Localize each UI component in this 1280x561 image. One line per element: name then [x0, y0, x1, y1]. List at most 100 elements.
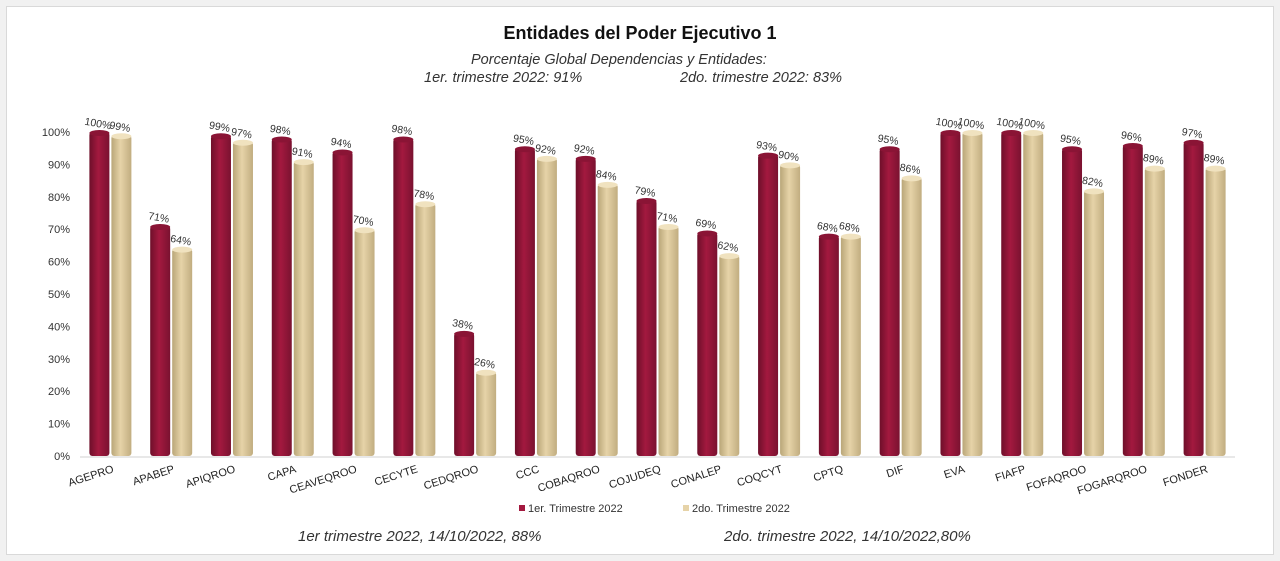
- data-label-q1: 96%: [1120, 129, 1143, 144]
- bar-q2: [780, 164, 801, 456]
- data-label-q1: 97%: [1181, 126, 1204, 141]
- data-label-q2: 82%: [1081, 175, 1104, 190]
- data-label-q2: 90%: [777, 149, 800, 164]
- bar-top-q1: [332, 149, 353, 156]
- bar-top-q1: [150, 223, 171, 230]
- bar-top-q1: [514, 146, 535, 153]
- y-tick-label: 40%: [48, 321, 70, 333]
- y-tick-label: 90%: [48, 159, 70, 171]
- x-tick-label: CPTQ: [812, 463, 845, 484]
- x-tick-label: DIF: [885, 463, 906, 480]
- bar-top-q1: [636, 198, 657, 205]
- bar-top-q2: [476, 369, 497, 376]
- footnote-q1: 1er trimestre 2022, 14/10/2022, 88%: [298, 528, 542, 545]
- bar-top-q2: [901, 175, 922, 182]
- chart-subtitle-line1: Porcentaje Global Dependencias y Entidad…: [471, 52, 767, 68]
- bar-q2: [719, 255, 740, 456]
- bar-top-q1: [1001, 130, 1022, 136]
- bar-q2: [1205, 167, 1226, 456]
- bar-top-q1: [758, 152, 779, 159]
- bar-top-q1: [697, 230, 718, 237]
- data-label-q1: 68%: [816, 220, 839, 235]
- bar-q2: [840, 235, 861, 456]
- bar-q2: [536, 157, 557, 457]
- data-label-q2: 92%: [534, 142, 557, 157]
- bar-top-q2: [354, 227, 375, 234]
- y-tick-label: 80%: [48, 192, 70, 204]
- data-label-q2: 97%: [230, 126, 253, 141]
- bar-q1: [150, 225, 171, 456]
- data-label-q1: 100%: [995, 116, 1024, 132]
- bar-top-q2: [536, 155, 557, 162]
- data-label-q1: 98%: [390, 123, 413, 138]
- x-tick-label: FONDER: [1162, 463, 1210, 489]
- data-label-q2: 86%: [899, 162, 922, 177]
- footnote-q2: 2do. trimestre 2022, 14/10/2022,80%: [724, 528, 971, 545]
- bar-q1: [1062, 148, 1083, 456]
- bar-top-q2: [111, 133, 132, 140]
- bar-top-q1: [210, 133, 231, 140]
- x-tick-label: CAPA: [266, 463, 298, 484]
- x-tick-label: CCC: [514, 463, 540, 482]
- y-tick-label: 30%: [48, 354, 70, 366]
- bar-top-q2: [1144, 165, 1165, 172]
- bar-top-q2: [293, 159, 314, 166]
- bar-top-q1: [575, 155, 596, 162]
- bar-q1: [697, 232, 718, 456]
- bar-q1: [1122, 144, 1143, 456]
- bar-q2: [901, 177, 922, 457]
- data-label-q1: 69%: [694, 217, 717, 232]
- legend-label-q2: 2do. Trimestre 2022: [692, 503, 790, 515]
- y-tick-label: 50%: [48, 289, 70, 301]
- x-tick-label: CEAVEQROO: [288, 463, 359, 496]
- chart-title: Entidades del Poder Ejecutivo 1: [503, 23, 777, 43]
- y-tick-label: 10%: [48, 419, 70, 431]
- data-label-q2: 71%: [656, 210, 679, 225]
- bar-top-q1: [1062, 146, 1083, 153]
- bar-top-q1: [818, 233, 839, 240]
- bar-q2: [476, 371, 497, 456]
- data-label-q2: 84%: [595, 168, 618, 183]
- x-tick-label: CONALEP: [670, 463, 724, 491]
- x-tick-label: APIQROO: [184, 463, 237, 490]
- bar-q2: [111, 135, 132, 457]
- data-label-q2: 91%: [291, 145, 314, 160]
- data-label-q1: 95%: [877, 133, 900, 148]
- x-tick-label: APABEP: [131, 463, 176, 488]
- bar-top-q1: [393, 136, 414, 143]
- data-label-q2: 99%: [109, 120, 132, 135]
- bar-q2: [597, 183, 618, 456]
- bar-top-q2: [1023, 130, 1044, 136]
- data-label-q2: 70%: [352, 214, 375, 229]
- bar-q1: [879, 148, 900, 456]
- bar-top-q2: [719, 253, 740, 260]
- bar-q2: [172, 248, 193, 456]
- data-label-q1: 95%: [512, 133, 535, 148]
- bar-top-q1: [940, 130, 961, 136]
- bar-q1: [393, 138, 414, 457]
- chart-subtitle-q2: 2do. trimestre 2022: 83%: [680, 70, 843, 86]
- data-label-q2: 78%: [412, 188, 435, 203]
- data-label-q2: 89%: [1203, 152, 1226, 167]
- data-label-q2: 62%: [716, 239, 739, 254]
- y-tick-label: 20%: [48, 386, 70, 398]
- bar-top-q2: [1084, 188, 1105, 195]
- x-tick-label: COQCYT: [736, 463, 785, 489]
- bar-q1: [636, 200, 657, 456]
- y-tick-label: 60%: [48, 257, 70, 269]
- bar-q2: [232, 141, 253, 456]
- data-label-q2: 89%: [1142, 152, 1165, 167]
- bar-q1: [1183, 141, 1204, 456]
- y-tick-label: 70%: [48, 224, 70, 236]
- bar-q1: [210, 135, 231, 457]
- x-tick-label: CECYTE: [373, 463, 419, 488]
- data-label-q2: 100%: [957, 116, 986, 132]
- data-label-q1: 79%: [634, 184, 657, 199]
- bar-q2: [415, 203, 436, 456]
- bar-q1: [454, 332, 475, 456]
- bar-q2: [354, 229, 375, 456]
- data-label-q1: 100%: [84, 116, 113, 132]
- bar-q1: [940, 132, 961, 456]
- bar-q2: [1023, 132, 1044, 456]
